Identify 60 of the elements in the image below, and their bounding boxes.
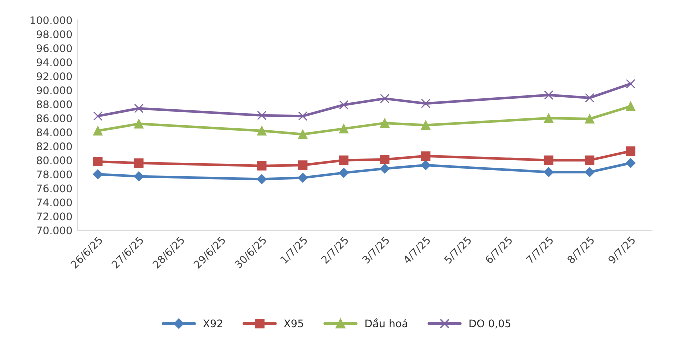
y-tick-label: 84.000 xyxy=(37,128,72,137)
point xyxy=(93,157,103,167)
point xyxy=(544,156,554,166)
legend-label: X92 xyxy=(203,320,222,328)
y-tick-label: 80.000 xyxy=(37,156,72,165)
point xyxy=(380,155,390,164)
point xyxy=(298,112,308,122)
y-tick-label: 72.000 xyxy=(37,212,72,221)
point xyxy=(298,130,308,140)
point xyxy=(585,114,595,124)
point xyxy=(380,164,390,174)
y-tick-label: 94.000 xyxy=(36,58,72,66)
point xyxy=(257,110,267,120)
point xyxy=(134,119,144,129)
point xyxy=(134,104,144,114)
y-tick-label: 78.000 xyxy=(37,170,72,179)
point xyxy=(339,156,349,166)
point xyxy=(257,126,267,136)
legend-label: Dầu hoả xyxy=(366,318,408,328)
point xyxy=(544,90,554,100)
point xyxy=(257,161,267,171)
point xyxy=(626,79,636,89)
point xyxy=(93,112,103,122)
point xyxy=(93,170,104,180)
y-tick-label: 98.000 xyxy=(36,30,72,38)
legend-label: DO 0,05 xyxy=(470,320,511,329)
y-tick-label: 100.000 xyxy=(30,16,72,24)
point xyxy=(257,174,267,184)
y-tick-label: 76.000 xyxy=(37,184,72,193)
point xyxy=(339,124,349,134)
point xyxy=(421,160,431,170)
point xyxy=(544,167,554,178)
legend-label: X95 xyxy=(284,320,304,328)
y-tick-label: 74.000 xyxy=(37,198,72,207)
point xyxy=(134,158,144,168)
point xyxy=(134,172,144,182)
point xyxy=(339,168,349,178)
y-tick-label: 90.000 xyxy=(36,86,72,95)
point xyxy=(380,118,390,128)
point xyxy=(584,167,595,178)
point xyxy=(421,152,431,161)
point xyxy=(585,93,595,103)
point xyxy=(93,126,103,136)
point xyxy=(544,114,554,124)
point xyxy=(626,146,636,156)
point xyxy=(298,173,308,183)
point xyxy=(585,156,595,166)
y-tick-label: 70.000 xyxy=(37,226,72,235)
point xyxy=(626,102,636,112)
point xyxy=(421,120,431,130)
y-tick-label: 88.000 xyxy=(37,100,72,109)
point xyxy=(626,158,636,168)
y-tick-label: 96.000 xyxy=(36,44,72,52)
point xyxy=(298,160,308,170)
y-tick-label: 92.000 xyxy=(36,72,72,80)
y-tick-label: 82.000 xyxy=(37,142,72,151)
point xyxy=(339,100,349,110)
point xyxy=(380,94,390,104)
point xyxy=(421,99,431,108)
y-tick-label: 86.000 xyxy=(37,114,72,123)
